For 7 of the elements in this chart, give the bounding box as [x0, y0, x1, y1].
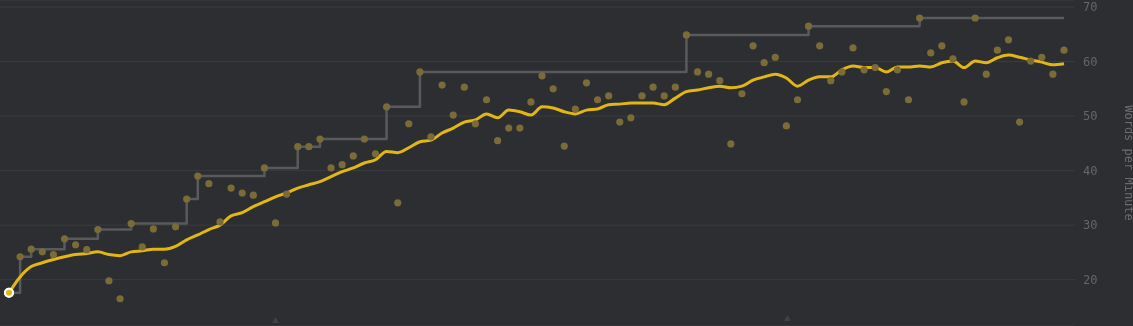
y-tick-label: 40 [1083, 163, 1098, 178]
y-axis-title: Words per Minute [1121, 105, 1133, 221]
y-tick-label: 50 [1083, 109, 1098, 124]
y-tick-label: 60 [1083, 54, 1098, 69]
y-tick-label: 70 [1083, 0, 1098, 15]
y-tick-label: 20 [1083, 272, 1098, 287]
y-tick-label: 30 [1083, 218, 1098, 233]
